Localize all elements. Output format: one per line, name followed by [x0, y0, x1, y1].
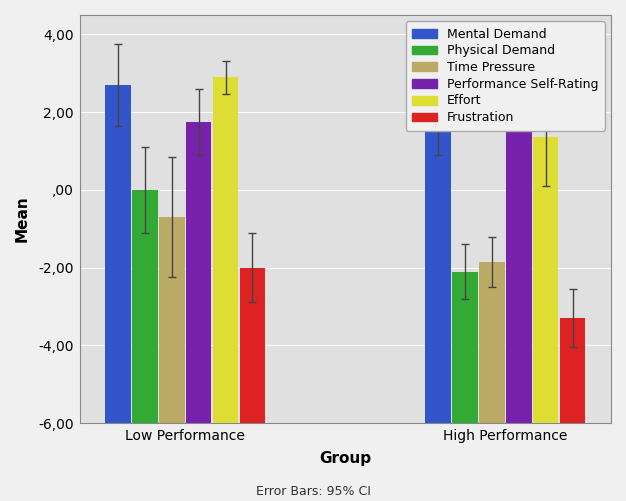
- Bar: [213, 77, 239, 423]
- Bar: [452, 272, 478, 423]
- Bar: [560, 318, 585, 423]
- Y-axis label: Mean: Mean: [15, 196, 30, 242]
- Bar: [425, 108, 451, 423]
- Bar: [159, 217, 185, 423]
- Bar: [186, 122, 212, 423]
- Bar: [105, 85, 131, 423]
- Bar: [132, 190, 158, 423]
- Legend: Mental Demand, Physical Demand, Time Pressure, Performance Self-Rating, Effort, : Mental Demand, Physical Demand, Time Pre…: [406, 21, 605, 130]
- Bar: [533, 137, 558, 423]
- Bar: [240, 268, 265, 423]
- Bar: [506, 79, 531, 423]
- X-axis label: Group: Group: [319, 451, 371, 466]
- Text: Error Bars: 95% CI: Error Bars: 95% CI: [255, 485, 371, 498]
- Bar: [479, 262, 505, 423]
